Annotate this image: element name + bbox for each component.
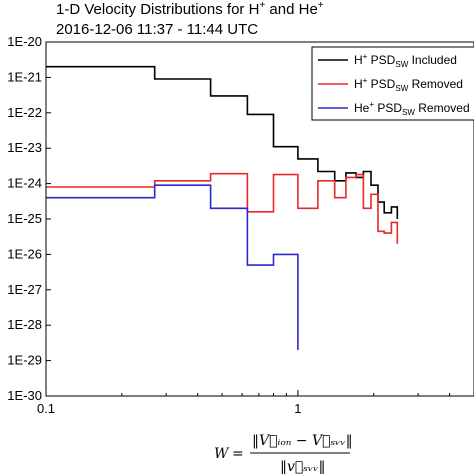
x-tick-label: 0.1	[37, 401, 55, 416]
y-tick-label: 1E-23	[7, 140, 42, 155]
xlabel-denominator: ‖v⃗ₛᵥᵥ‖	[280, 459, 325, 474]
legend-label-3: He+ PSDSW Removed	[354, 100, 470, 117]
y-tick-label: 1E-25	[7, 211, 42, 226]
y-tick-label: 1E-21	[7, 69, 42, 84]
legend: H+ PSDSW Included H+ PSDSW Removed He+ PSD…	[311, 46, 474, 121]
y-tick-label: 1E-30	[7, 388, 42, 403]
legend-label-2: H+ PSDSW Removed	[354, 76, 463, 93]
x-axis-label: W = ‖V⃗ᵢₒₙ − V⃗ₛᵥᵥ‖ ‖v⃗ₛᵥᵥ‖	[214, 433, 353, 474]
y-tick-label: 1E-20	[7, 34, 42, 49]
y-tick-label: 1E-29	[7, 353, 42, 368]
xlabel-equals: =	[232, 446, 244, 462]
plot-frame	[45, 41, 474, 397]
chart-title-line2: 2016-12-06 11:37 - 11:44 UTC	[56, 21, 258, 38]
y-tick-label: 1E-28	[7, 317, 42, 332]
series-group	[46, 65, 399, 350]
x-tick-label: 1	[294, 401, 301, 416]
legend-label-1: H+ PSDSW Included	[354, 52, 457, 69]
series-line-2	[46, 172, 399, 244]
title-sup2: +	[318, 0, 324, 11]
y-axis-ticks: 1E-20 1E-21 1E-22 1E-23 1E-24 1E-25 1E-26 1E-27…	[7, 34, 51, 403]
y-tick-label: 1E-27	[7, 282, 42, 297]
xlabel-numerator: ‖V⃗ᵢₒₙ − V⃗ₛᵥᵥ‖	[252, 433, 353, 449]
chart-title-line1: 1-D Velocity Distributions for H+ and He…	[56, 0, 324, 18]
y-tick-label: 1E-24	[7, 176, 42, 191]
y-tick-label: 1E-26	[7, 246, 42, 261]
y-tick-label: 1E-22	[7, 105, 42, 120]
xlabel-W: W	[214, 446, 230, 462]
title-sup1: +	[259, 0, 265, 11]
title-mid: and He	[265, 1, 318, 18]
title-main: 1-D Velocity Distributions for H	[56, 1, 259, 18]
series-line-3	[46, 184, 299, 350]
x-axis-ticks: 0.1 1	[37, 390, 451, 416]
